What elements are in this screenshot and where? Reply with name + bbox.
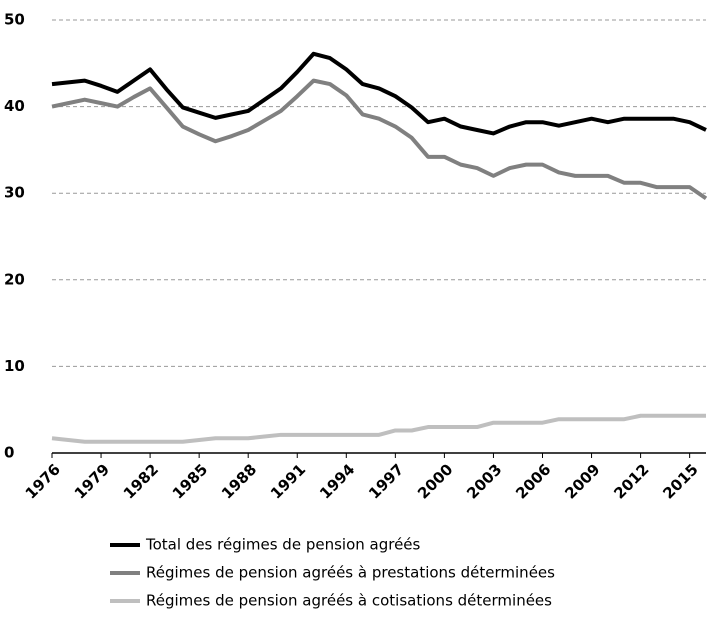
x-tick-label: 1985: [169, 460, 211, 502]
legend-label: Régimes de pension agréés à cotisations …: [146, 592, 552, 610]
x-tick-label: 2012: [610, 460, 652, 502]
x-tick-label: 2015: [659, 460, 701, 502]
y-tick-label: 10: [4, 357, 25, 375]
x-tick-label: 1988: [218, 460, 260, 502]
legend-label: Régimes de pension agréés à prestations …: [146, 564, 555, 582]
x-tick-label: 1976: [22, 460, 64, 502]
x-tick-label: 1991: [267, 460, 309, 502]
y-tick-label: 0: [4, 444, 14, 462]
x-tick-label: 2000: [414, 460, 456, 502]
x-tick-label: 1997: [365, 460, 407, 502]
x-tick-label: 1994: [316, 460, 358, 502]
x-tick-label: 2003: [463, 460, 505, 502]
x-tick-label: 1982: [120, 460, 162, 502]
series-line: [51, 78, 707, 201]
x-tick-label: 2009: [561, 460, 603, 502]
series-line: [51, 51, 707, 136]
x-tick-label: 2006: [512, 460, 554, 502]
y-tick-label: 40: [4, 97, 25, 115]
series-line: [51, 413, 706, 444]
x-tick-label: 1979: [71, 460, 113, 502]
y-tick-label: 20: [4, 270, 25, 288]
y-tick-label: 30: [4, 184, 25, 202]
legend-label: Total des régimes de pension agréés: [145, 536, 421, 554]
y-tick-label: 50: [4, 11, 25, 29]
